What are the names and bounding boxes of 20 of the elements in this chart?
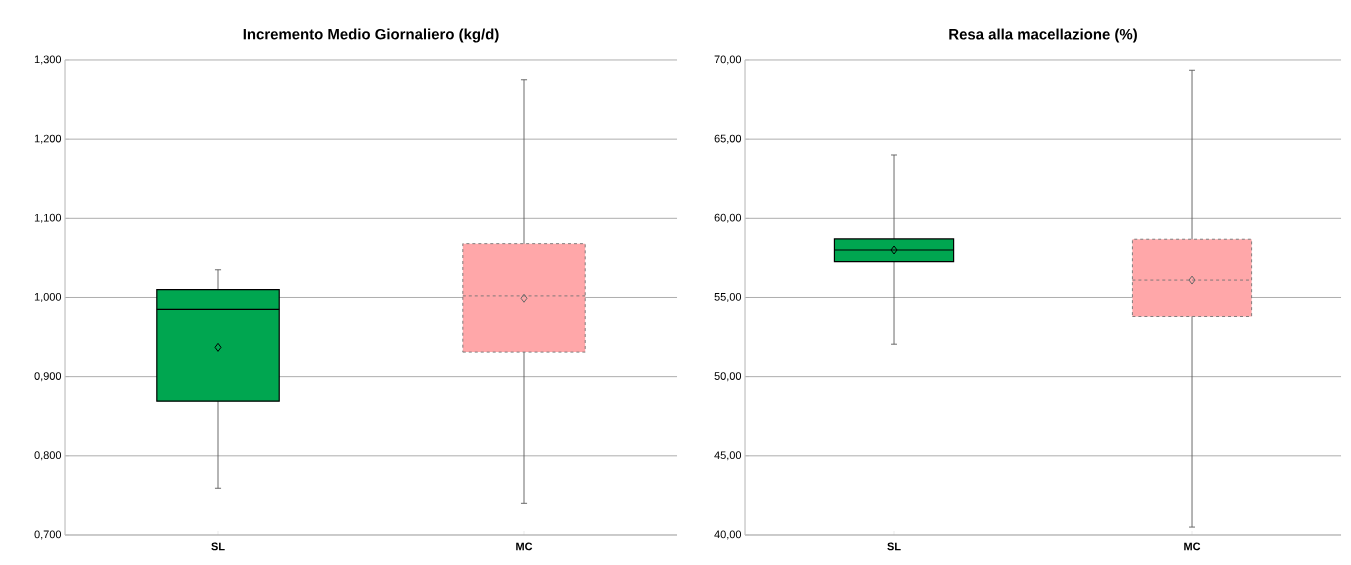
y-tick-label: 50,00 xyxy=(714,372,742,382)
y-tick-label: 1,300 xyxy=(34,55,62,65)
y-tick-label: 0,900 xyxy=(34,372,62,382)
x-tick-label: SL xyxy=(887,542,901,551)
chart-title: Incremento Medio Giornaliero (kg/d) xyxy=(243,28,499,43)
y-tick-label: 0,800 xyxy=(34,451,62,461)
x-tick-label: MC xyxy=(1184,542,1201,551)
y-tick-label: 70,00 xyxy=(714,55,742,65)
y-tick-label: 1,100 xyxy=(34,213,62,223)
y-tick-label: 40,00 xyxy=(714,530,742,540)
y-tick-label: 55,00 xyxy=(714,292,742,303)
y-tick-label: 45,00 xyxy=(714,451,742,461)
y-tick-label: 1,000 xyxy=(34,292,62,303)
y-tick-label: 65,00 xyxy=(714,134,742,144)
y-tick-label: 60,00 xyxy=(714,213,742,223)
y-tick-label: 1,200 xyxy=(34,134,62,144)
x-tick-label: SL xyxy=(211,542,225,551)
chart-title: Resa alla macellazione (%) xyxy=(949,28,1137,43)
y-tick-label: 0,700 xyxy=(34,530,62,540)
x-tick-label: MC xyxy=(516,542,533,551)
